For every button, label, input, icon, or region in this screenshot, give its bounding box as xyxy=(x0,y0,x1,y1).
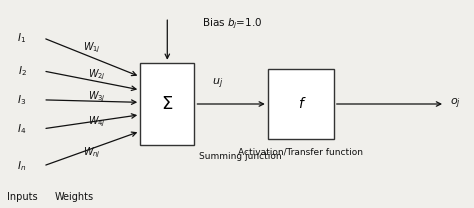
Text: Weights: Weights xyxy=(55,192,93,202)
Text: $o_j$: $o_j$ xyxy=(450,97,461,111)
Text: $I_n$: $I_n$ xyxy=(18,159,27,173)
Text: Bias $b_j$=1.0: Bias $b_j$=1.0 xyxy=(202,16,263,31)
Text: $I_2$: $I_2$ xyxy=(18,64,27,78)
Text: $\Sigma$: $\Sigma$ xyxy=(161,95,173,113)
Text: $W_{4j}$: $W_{4j}$ xyxy=(88,114,106,129)
Text: $W_{nj}$: $W_{nj}$ xyxy=(83,145,101,160)
Bar xyxy=(140,63,194,145)
Text: $I_1$: $I_1$ xyxy=(18,31,27,45)
Text: $I_4$: $I_4$ xyxy=(18,122,27,136)
Text: $W_{3j}$: $W_{3j}$ xyxy=(88,90,106,104)
Text: $u_j$: $u_j$ xyxy=(212,76,224,90)
Text: $I_3$: $I_3$ xyxy=(18,93,27,107)
Bar xyxy=(268,69,334,139)
Text: $W_{1j}$: $W_{1j}$ xyxy=(83,41,101,55)
Text: $W_{2j}$: $W_{2j}$ xyxy=(88,68,106,82)
Text: Inputs: Inputs xyxy=(7,192,37,202)
Text: Activation/Transfer function: Activation/Transfer function xyxy=(238,147,363,156)
Text: f: f xyxy=(298,97,303,111)
Text: Summing junction: Summing junction xyxy=(199,151,282,161)
